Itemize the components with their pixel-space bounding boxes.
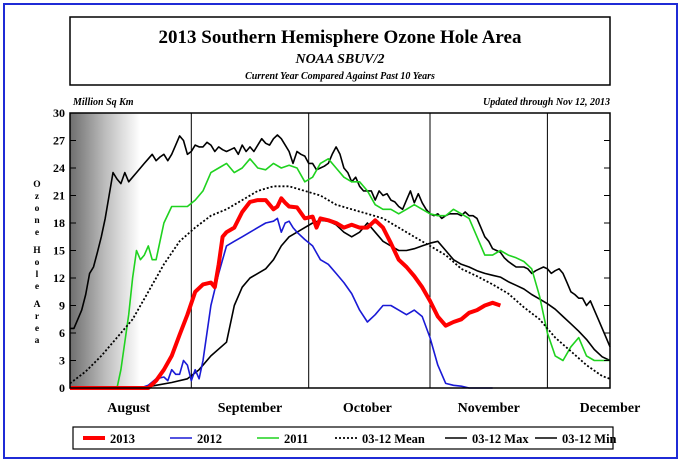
ozone-chart: 2013 Southern Hemisphere Ozone Hole Area… — [33, 16, 640, 450]
y-tick-label: 6 — [59, 326, 65, 340]
chart-title: 2013 Southern Hemisphere Ozone Hole Area — [159, 27, 522, 48]
series-line-2013 — [70, 196, 502, 390]
series-line-03-12-min — [70, 219, 611, 389]
y-axis: 0 3 6 9 12 15 18 21 24 27 30 — [53, 106, 610, 395]
legend-label: 03-12 Mean — [362, 432, 425, 446]
y-axis-title-letter: A — [34, 300, 41, 310]
y-tick-label: 0 — [59, 381, 65, 395]
y-tick-label: 24 — [53, 161, 65, 175]
night-shading — [70, 113, 140, 388]
series-layer — [69, 134, 611, 390]
x-month-label: October — [343, 401, 392, 416]
series-line-2011 — [70, 158, 610, 389]
y-axis-title-letter: e — [35, 282, 39, 292]
chart-subtitle-2: Current Year Compared Against Past 10 Ye… — [245, 71, 435, 82]
y-tick-label: 15 — [53, 244, 65, 258]
x-month-label: November — [458, 401, 520, 416]
y-tick-label: 30 — [53, 106, 65, 120]
legend-label: 03-12 Min — [562, 432, 617, 446]
legend-label: 2012 — [197, 432, 222, 446]
legend-label: 03-12 Max — [472, 432, 529, 446]
y-axis-title-letter: l — [36, 270, 39, 280]
y-tick-label: 3 — [59, 354, 65, 368]
y-axis-title-letter: z — [35, 192, 40, 202]
legend-label: 2013 — [110, 432, 135, 446]
series-line-2012 — [70, 217, 493, 389]
y-axis-title-letter: o — [35, 204, 40, 214]
y-axis-title-letter: a — [35, 336, 40, 346]
units-label: Million Sq Km — [72, 97, 134, 108]
y-axis-title-letter: n — [34, 216, 40, 226]
legend: 2013 2012 2011 03-12 Mean 03-12 Max 03-12 Min — [83, 432, 617, 446]
series-line-03-12-max — [70, 134, 611, 348]
x-month-label: December — [580, 401, 641, 416]
legend-label: 2011 — [284, 432, 308, 446]
y-tick-label: 21 — [53, 189, 65, 203]
month-boundaries — [190, 113, 548, 388]
title-box — [69, 16, 611, 86]
chart-frame: 2013 Southern Hemisphere Ozone Hole Area… — [3, 3, 678, 459]
x-month-label: September — [218, 401, 283, 416]
x-month-label: August — [107, 401, 150, 416]
plot-area: 0 3 6 9 12 15 18 21 24 27 30 August September Octobe… — [53, 106, 640, 416]
updated-label: Updated through Nov 12, 2013 — [483, 97, 610, 108]
y-axis-title-letter: e — [35, 324, 39, 334]
y-axis-title-letter: O — [33, 180, 40, 190]
y-axis-title-letter: H — [33, 246, 41, 256]
y-tick-label: 12 — [53, 271, 65, 285]
chart-subtitle: NOAA SBUV/2 — [294, 52, 384, 67]
y-axis-title-letter: r — [35, 312, 40, 322]
y-axis-title-letter: o — [35, 258, 40, 268]
y-tick-label: 9 — [59, 299, 65, 313]
x-axis: August September October November December — [107, 401, 640, 416]
series-line-03-12-mean — [69, 185, 611, 385]
y-tick-label: 18 — [53, 216, 65, 230]
y-axis-title-letter: e — [35, 228, 39, 238]
y-tick-label: 27 — [53, 134, 65, 148]
